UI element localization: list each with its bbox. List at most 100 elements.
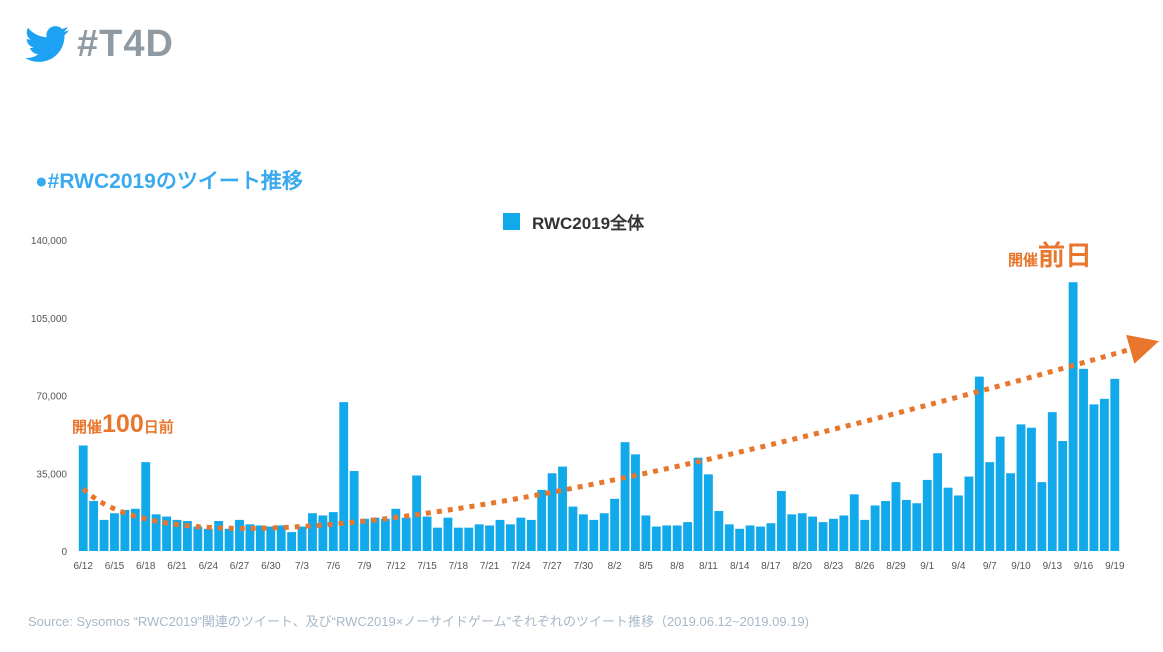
bar [203, 528, 213, 551]
bar [255, 525, 265, 551]
chart-legend: RWC2019全体 [503, 209, 644, 234]
x-tick-label: 9/10 [1011, 561, 1031, 572]
bar [1079, 368, 1088, 551]
bar [339, 402, 349, 551]
bar [349, 471, 359, 551]
twitter-bird-icon [25, 26, 69, 62]
annotation-100-days-before: 開催100日前 [72, 410, 174, 438]
bar [193, 526, 203, 551]
bar [735, 528, 745, 551]
bar [839, 515, 849, 551]
bar [818, 522, 828, 551]
bar [631, 454, 640, 551]
bar [641, 515, 651, 551]
bar [516, 517, 526, 551]
bar [1099, 398, 1109, 551]
x-tick-label: 9/1 [920, 561, 934, 572]
bar-chart: 140,000 105,000 70,000 35,000 0 6/12 6/15 6/18… [31, 236, 1160, 572]
x-tick-label: 7/9 [358, 561, 372, 572]
bar [78, 445, 88, 551]
y-tick-label: 105,000 [31, 314, 68, 325]
bar [1058, 441, 1068, 551]
bar [943, 487, 953, 551]
bar [1037, 482, 1047, 551]
x-tick-label: 8/17 [761, 561, 781, 572]
x-tick-label: 7/15 [417, 561, 437, 572]
bar [651, 526, 661, 551]
x-tick-label: 7/3 [295, 561, 309, 572]
bar [214, 521, 224, 551]
page-title: #T4D [77, 22, 174, 65]
legend-swatch [503, 213, 520, 230]
bar [1089, 404, 1099, 551]
bar [954, 495, 963, 551]
bar [235, 519, 244, 551]
bar [683, 522, 692, 551]
bar [724, 524, 734, 551]
bar [558, 466, 567, 551]
bar [745, 525, 755, 551]
x-tick-label: 7/30 [574, 561, 594, 572]
bar [901, 499, 911, 551]
bar [266, 526, 276, 551]
bar [1016, 424, 1026, 551]
legend-label: RWC2019全体 [532, 214, 645, 233]
bar [318, 515, 328, 551]
bar [693, 457, 703, 551]
bar [89, 501, 99, 551]
bar [328, 512, 338, 552]
bar [453, 527, 463, 551]
bar [433, 527, 442, 551]
bar [808, 516, 818, 551]
bar [849, 494, 859, 551]
x-tick-label: 7/6 [326, 561, 340, 572]
x-tick-label: 8/20 [792, 561, 812, 572]
bar [120, 509, 130, 551]
bar [380, 518, 390, 551]
x-tick-label: 8/5 [639, 561, 653, 572]
bar [401, 517, 411, 551]
x-tick-label: 7/21 [480, 561, 500, 572]
x-tick-label: 8/2 [608, 561, 622, 572]
bar [881, 501, 890, 551]
x-tick-label: 7/27 [542, 561, 562, 572]
bar [130, 508, 140, 551]
x-tick-label: 8/26 [855, 561, 875, 572]
bar [297, 526, 307, 551]
bar [964, 476, 974, 551]
y-tick-label: 35,000 [36, 469, 67, 480]
y-tick-label: 140,000 [31, 236, 68, 247]
bar [1068, 282, 1078, 551]
annotation-day-before: 開催前日 [1008, 241, 1093, 271]
bar [787, 514, 797, 551]
bar [797, 513, 807, 551]
bar [370, 517, 380, 551]
bar [182, 521, 192, 551]
bar [568, 506, 578, 551]
bar [766, 523, 776, 551]
x-tick-label: 7/18 [449, 561, 469, 572]
bar [162, 516, 171, 551]
bar [99, 519, 109, 551]
bar [933, 453, 943, 551]
x-tick-label: 7/12 [386, 561, 406, 572]
bar [443, 517, 453, 551]
x-tick-label: 6/24 [199, 561, 219, 572]
bar [620, 442, 630, 551]
x-tick-label: 6/30 [261, 561, 281, 572]
bar [110, 513, 119, 551]
bar [526, 519, 536, 551]
bar [547, 473, 557, 551]
bar [589, 519, 599, 551]
bar [912, 503, 922, 551]
x-tick-label: 9/4 [952, 561, 966, 572]
bar [922, 479, 932, 551]
bar [224, 528, 234, 551]
bar [829, 518, 838, 551]
x-tick-label: 6/15 [105, 561, 125, 572]
bar [495, 519, 505, 551]
bar [245, 524, 255, 551]
x-tick-label: 9/16 [1074, 561, 1094, 572]
bar [870, 505, 880, 551]
bar [360, 518, 369, 551]
